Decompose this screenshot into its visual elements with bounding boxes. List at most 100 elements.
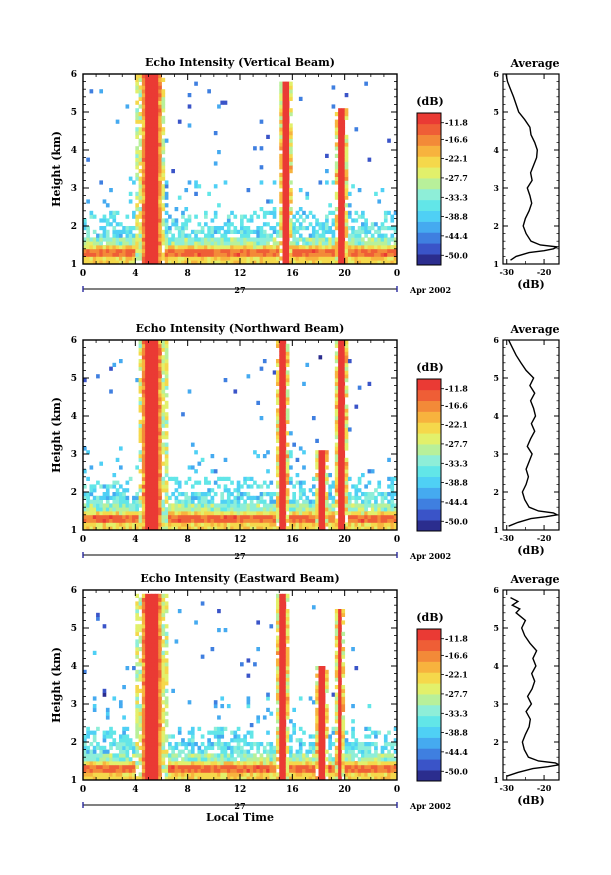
heatmap-cell	[233, 389, 238, 394]
heatmap-cell	[311, 511, 316, 516]
heatmap-cell	[393, 514, 398, 519]
heatmap-cell	[207, 89, 211, 94]
heatmap-cell	[285, 138, 290, 143]
heatmap-cell	[164, 226, 169, 231]
heatmap-cell	[138, 381, 143, 386]
heatmap-cell	[145, 85, 149, 90]
heatmap-cell	[174, 503, 179, 508]
heatmap-cell	[164, 404, 169, 409]
heatmap-cell	[341, 226, 346, 231]
heatmap-cell	[236, 764, 241, 769]
heatmap-cell	[357, 503, 362, 508]
heatmap-cell	[164, 753, 169, 758]
heatmap-cell	[282, 476, 287, 481]
heatmap-cell	[83, 378, 87, 383]
heatmap-cell	[279, 631, 283, 636]
heatmap-cell	[132, 761, 136, 766]
heatmap-cell	[154, 605, 159, 610]
heatmap-cell	[275, 692, 280, 697]
heatmap-cells	[83, 593, 398, 781]
heatmap-cell	[190, 761, 195, 766]
heatmap-cell	[138, 438, 143, 443]
heatmap-cell	[145, 715, 149, 720]
heatmap-cell	[200, 229, 205, 234]
heatmap-cell	[387, 499, 391, 504]
heatmap-cell	[145, 359, 149, 364]
heatmap-cell	[161, 397, 166, 402]
heatmap-cell	[223, 484, 228, 489]
heatmap-cell	[171, 476, 175, 481]
heatmap-cell	[285, 745, 290, 750]
heatmap-cell	[141, 514, 146, 519]
heatmap-cell	[197, 507, 202, 512]
heatmap-cell	[213, 184, 218, 189]
heatmap-cell	[223, 237, 228, 242]
heatmap-cell	[282, 738, 287, 743]
heatmap-cell	[230, 518, 234, 523]
heatmap-cell	[285, 461, 290, 466]
heatmap-cell	[154, 601, 159, 606]
heatmap-cell	[112, 218, 117, 223]
heatmap-cell	[308, 522, 313, 527]
heatmap-cell	[102, 734, 107, 739]
heatmap-cell	[253, 761, 257, 766]
heatmap-cell	[220, 776, 225, 781]
heatmap-cell	[138, 362, 143, 367]
heatmap-cell	[334, 343, 339, 348]
heatmap-cell	[285, 89, 290, 94]
heatmap-cell	[253, 256, 257, 261]
heatmap-cell	[164, 488, 169, 493]
heatmap-cell	[344, 134, 349, 139]
heatmap-cell	[285, 397, 290, 402]
heatmap-cell	[135, 131, 139, 136]
heatmap-cell	[151, 764, 156, 769]
heatmap-cell	[328, 495, 332, 500]
profile-x-tick-label: -20	[537, 533, 552, 543]
heatmap-cell	[246, 704, 251, 709]
heatmap-cell	[226, 241, 231, 246]
heatmap-cell	[282, 89, 287, 94]
heatmap-cell	[387, 507, 391, 512]
heatmap-cell	[269, 772, 274, 777]
heatmap-cell	[289, 157, 293, 162]
heatmap-cell	[226, 742, 231, 747]
colorbar-label: -22.1	[445, 153, 468, 163]
heatmap-cell	[341, 195, 346, 200]
heatmap-cell	[357, 385, 362, 390]
heatmap-cell	[279, 597, 283, 602]
heatmap-cell	[151, 438, 156, 443]
heatmap-cell	[181, 248, 185, 253]
heatmap-cell	[390, 245, 395, 250]
heatmap-cell	[374, 488, 378, 493]
heatmap-cell	[292, 730, 296, 735]
heatmap-cell	[282, 677, 287, 682]
profile-y-tick-label: 5	[493, 373, 499, 383]
heatmap-cell	[141, 203, 146, 208]
heatmap-cell	[289, 134, 293, 139]
heatmap-cell	[282, 378, 287, 383]
heatmap-cell	[374, 503, 378, 508]
heatmap-cell	[187, 749, 192, 754]
heatmap-cell	[341, 245, 346, 250]
heatmap-cell	[289, 431, 293, 436]
heatmap-cell	[92, 252, 97, 257]
heatmap-cell	[128, 772, 133, 777]
heatmap-cell	[141, 518, 146, 523]
heatmap-cell	[122, 226, 126, 231]
heatmap-cell	[282, 142, 287, 147]
heatmap-cell	[256, 511, 261, 516]
heatmap-cell	[154, 742, 159, 747]
heatmap-cell	[158, 385, 162, 390]
heatmap-cell	[164, 499, 169, 504]
heatmap-cell	[148, 442, 153, 447]
heatmap-cell	[341, 184, 346, 189]
heatmap-cell	[145, 503, 149, 508]
heatmap-cell	[282, 157, 287, 162]
heatmap-cell	[145, 753, 149, 758]
heatmap-cell	[253, 742, 257, 747]
heatmap-cell	[240, 776, 244, 781]
heatmap-cell	[220, 499, 225, 504]
heatmap-cell	[236, 753, 241, 758]
heatmap-cell	[86, 734, 90, 739]
heatmap-cell	[194, 450, 198, 455]
